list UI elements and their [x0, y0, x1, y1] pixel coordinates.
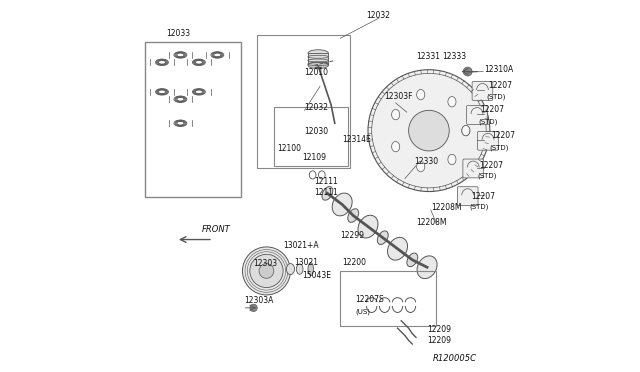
- Text: 12207: 12207: [479, 161, 503, 170]
- Text: 12314E: 12314E: [342, 135, 371, 144]
- Text: 12208M: 12208M: [431, 203, 461, 212]
- Text: 13021: 13021: [294, 259, 318, 267]
- Text: 12207: 12207: [492, 131, 516, 140]
- Bar: [145, 42, 241, 197]
- Ellipse shape: [358, 215, 378, 238]
- Text: 12207: 12207: [472, 192, 495, 201]
- Text: (STD): (STD): [477, 173, 496, 179]
- FancyBboxPatch shape: [463, 159, 484, 178]
- Text: 12208M: 12208M: [416, 218, 447, 227]
- Ellipse shape: [417, 256, 437, 279]
- Ellipse shape: [417, 89, 425, 100]
- Circle shape: [368, 70, 490, 192]
- Ellipse shape: [296, 264, 303, 274]
- Text: 12111: 12111: [314, 188, 338, 197]
- Ellipse shape: [348, 209, 358, 222]
- Circle shape: [243, 247, 291, 295]
- Circle shape: [259, 263, 274, 278]
- Text: (STD): (STD): [479, 118, 498, 125]
- Text: 12207: 12207: [481, 105, 504, 114]
- Text: 12032: 12032: [305, 103, 328, 112]
- FancyBboxPatch shape: [477, 131, 499, 150]
- Ellipse shape: [378, 231, 388, 244]
- Ellipse shape: [308, 50, 328, 57]
- Text: 12111: 12111: [314, 177, 338, 186]
- Text: (STD): (STD): [486, 93, 506, 100]
- Circle shape: [463, 67, 472, 76]
- Text: 12331: 12331: [416, 52, 440, 61]
- Text: 12330: 12330: [414, 157, 438, 166]
- FancyBboxPatch shape: [472, 81, 493, 100]
- Bar: [340, 271, 436, 326]
- Ellipse shape: [417, 161, 425, 172]
- Ellipse shape: [462, 125, 470, 136]
- Text: 12303F: 12303F: [385, 92, 413, 101]
- Ellipse shape: [308, 62, 328, 68]
- Ellipse shape: [448, 97, 456, 107]
- Circle shape: [250, 254, 283, 288]
- Ellipse shape: [392, 109, 400, 120]
- FancyBboxPatch shape: [467, 106, 487, 124]
- Ellipse shape: [392, 141, 400, 152]
- Text: FRONT: FRONT: [202, 225, 230, 234]
- Text: 12109: 12109: [302, 153, 326, 162]
- Ellipse shape: [448, 154, 456, 165]
- Text: 12010: 12010: [305, 68, 328, 77]
- Bar: [274, 107, 348, 166]
- Text: R120005C: R120005C: [433, 355, 477, 363]
- Ellipse shape: [462, 125, 470, 136]
- Text: 15043E: 15043E: [302, 270, 332, 280]
- Bar: [257, 35, 349, 167]
- Text: 12100: 12100: [278, 144, 301, 153]
- Text: 12299: 12299: [340, 231, 364, 240]
- Text: 12209: 12209: [427, 336, 451, 345]
- Text: 12209: 12209: [427, 325, 451, 334]
- Ellipse shape: [287, 263, 294, 275]
- Text: 12207S: 12207S: [355, 295, 384, 304]
- Text: 12310A: 12310A: [484, 64, 513, 74]
- Ellipse shape: [308, 263, 314, 276]
- Ellipse shape: [388, 237, 408, 260]
- Bar: [308, 53, 328, 65]
- Text: 12333: 12333: [442, 52, 466, 61]
- Circle shape: [408, 110, 449, 151]
- Text: (STD): (STD): [470, 204, 489, 211]
- Ellipse shape: [407, 253, 418, 267]
- Ellipse shape: [322, 187, 333, 200]
- Text: 12032: 12032: [366, 11, 390, 20]
- FancyBboxPatch shape: [458, 187, 478, 206]
- Text: (STD): (STD): [490, 144, 509, 151]
- Text: 12200: 12200: [342, 259, 366, 267]
- Text: (US): (US): [355, 308, 370, 315]
- Text: 12303A: 12303A: [244, 296, 274, 305]
- Text: 12033: 12033: [166, 29, 190, 38]
- Text: 13021+A: 13021+A: [283, 241, 319, 250]
- Text: 12207: 12207: [488, 81, 512, 90]
- Text: 12303: 12303: [253, 260, 278, 269]
- Circle shape: [250, 304, 257, 311]
- Text: 12030: 12030: [305, 127, 328, 136]
- Ellipse shape: [332, 193, 352, 216]
